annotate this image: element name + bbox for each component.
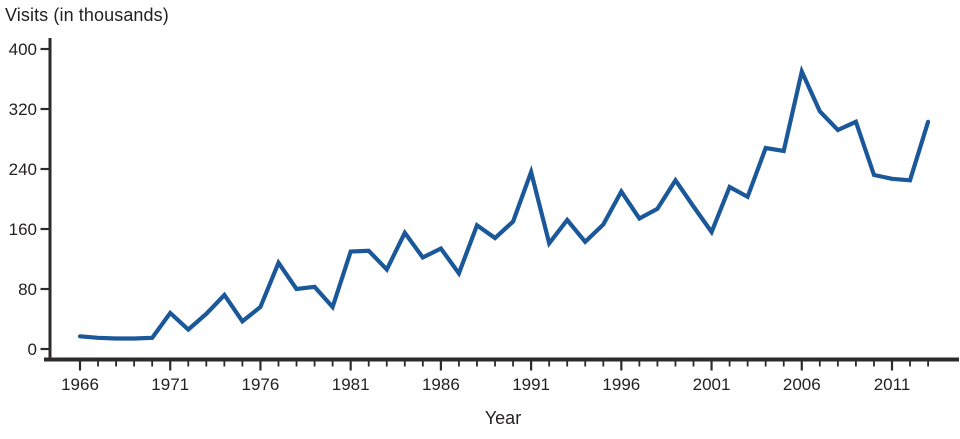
x-tick-label: 1981: [332, 375, 370, 394]
x-tick-label: 2001: [693, 375, 731, 394]
y-tick-label: 80: [18, 280, 37, 299]
x-tick-label: 1986: [422, 375, 460, 394]
x-axis-ticks: 1966 1971 1976 1981 1986 1991 1996 2001 2006 2011: [61, 361, 929, 394]
x-tick-label: 1996: [602, 375, 640, 394]
x-tick-label: 2006: [783, 375, 821, 394]
x-tick-label: 1971: [151, 375, 189, 394]
y-tick-label: 160: [9, 220, 37, 239]
x-tick-label: 2011: [874, 375, 911, 394]
chart-title: Visits (in thousands): [5, 5, 169, 25]
x-tick-label: 1991: [512, 375, 550, 394]
y-tick-label: 320: [9, 100, 37, 119]
y-tick-label: 240: [9, 160, 37, 179]
y-tick-label: 0: [28, 340, 37, 359]
x-tick-label: 1976: [242, 375, 280, 394]
visits-series-line: [77, 64, 931, 341]
x-tick-label: 1966: [61, 375, 99, 394]
y-tick-label: 400: [9, 40, 37, 59]
y-axis-ticks: 0 80 160 240 320 400: [9, 40, 49, 359]
x-axis-label: Year: [484, 408, 522, 428]
